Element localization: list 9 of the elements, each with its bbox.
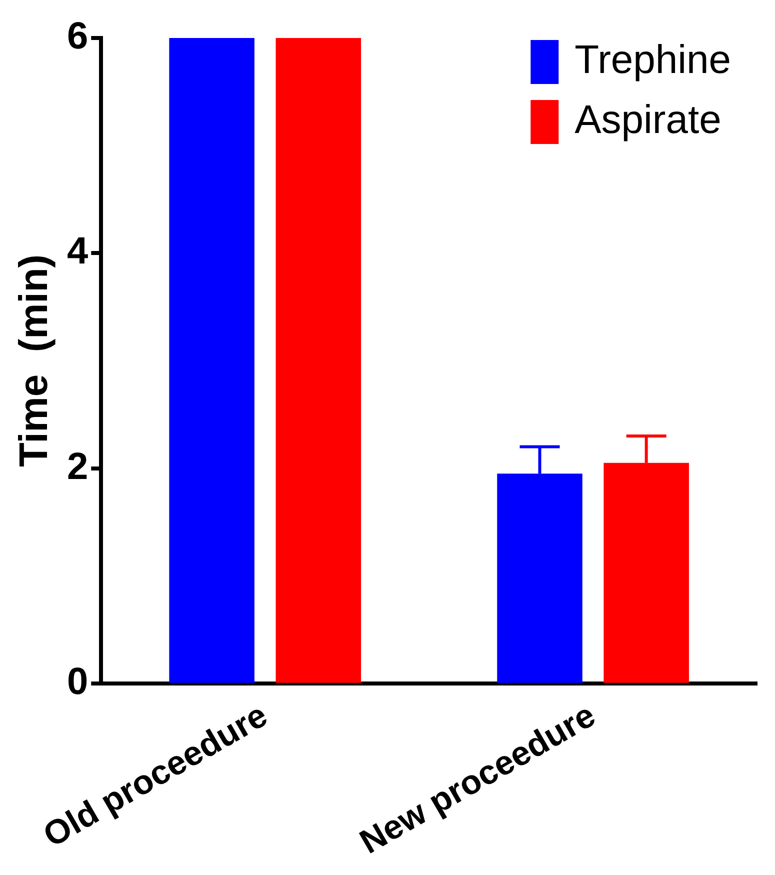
legend-label: Trephine	[574, 38, 732, 82]
bar	[276, 38, 362, 683]
y-tick-label: 0	[66, 660, 88, 703]
legend-label: Aspirate	[574, 98, 722, 142]
y-tick-label: 6	[66, 15, 88, 58]
y-tick-label: 2	[66, 446, 88, 488]
y-axis-title: Time (min)	[12, 254, 56, 468]
bar	[169, 38, 254, 683]
y-tick-label: 4	[66, 230, 88, 273]
